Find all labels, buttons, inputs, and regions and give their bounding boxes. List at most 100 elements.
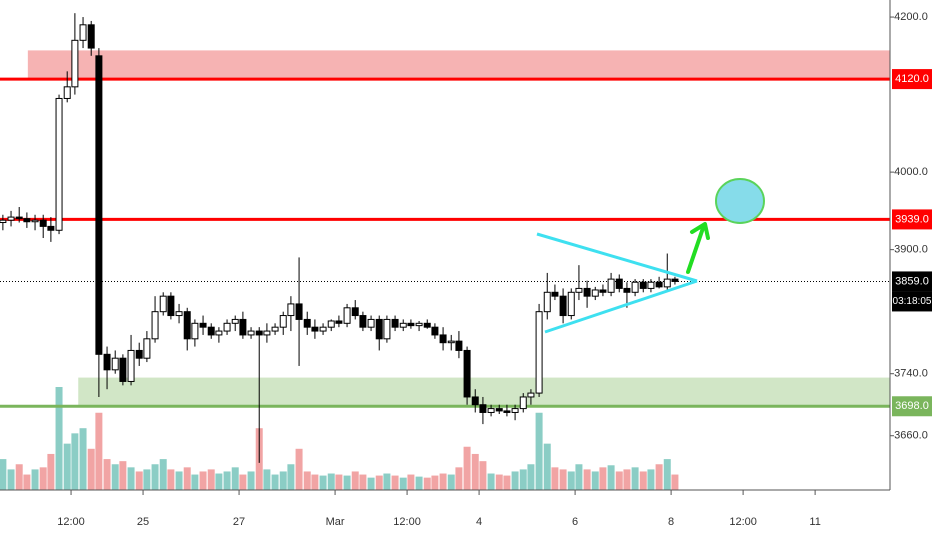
volume-bar — [455, 467, 463, 490]
candle-body — [591, 289, 599, 297]
price-level-box — [892, 396, 932, 417]
candle-body — [327, 320, 335, 328]
volume-bar — [327, 473, 335, 490]
candle-body — [575, 287, 583, 293]
candle-body — [583, 287, 591, 297]
volume-bar — [135, 471, 143, 490]
candle-body — [239, 318, 247, 336]
candle-body — [31, 219, 39, 223]
x-tick-label: 4 — [476, 516, 482, 528]
volume-bar — [359, 474, 367, 490]
candle-body — [287, 303, 295, 317]
candle-body — [55, 97, 63, 231]
volume-bar — [239, 474, 247, 490]
candle-body — [255, 330, 263, 336]
zone — [78, 377, 891, 407]
volume-bar — [599, 467, 607, 490]
candle-body — [519, 396, 527, 410]
price-level-box — [892, 69, 932, 90]
volume-bar — [591, 471, 599, 490]
y-tick-label: 4000.0 — [894, 166, 928, 178]
candle-body — [231, 318, 239, 324]
candle-body — [439, 334, 447, 344]
price-level-label: 4120.0 — [895, 73, 929, 85]
volume-bar — [303, 471, 311, 490]
volume-bar — [623, 469, 631, 490]
volume-bar — [7, 469, 15, 490]
target-ellipse — [715, 178, 765, 224]
volume-bar — [79, 428, 87, 490]
candle-body — [607, 278, 615, 293]
x-tick-label: 12:00 — [393, 516, 421, 528]
candle-body — [495, 408, 503, 412]
volume-bar — [271, 474, 279, 490]
volume-bar — [95, 412, 103, 490]
volume-bar — [159, 459, 167, 490]
candle-body — [359, 315, 367, 328]
y-tick-label: 3660.0 — [894, 430, 928, 442]
volume-bar — [295, 448, 303, 490]
candle-body — [71, 39, 79, 88]
candle-body — [39, 219, 47, 227]
candle-body — [383, 318, 391, 340]
volume-bar — [367, 477, 375, 490]
volume-bar — [663, 459, 671, 490]
volume-bar — [127, 467, 135, 490]
candle-body — [535, 311, 543, 394]
countdown: 03:18:05 — [893, 296, 932, 307]
volume-bar — [351, 471, 359, 490]
volume-bar — [375, 475, 383, 490]
price-level-box — [892, 209, 932, 230]
x-tick-label: 11 — [809, 516, 820, 528]
candle-body — [0, 219, 7, 224]
candle-body — [47, 225, 55, 231]
y-tick-label: 4200.0 — [894, 11, 928, 23]
volume-bar — [207, 469, 215, 490]
volume-bar — [423, 477, 431, 490]
volume-bar — [607, 465, 615, 490]
candle-body — [567, 291, 575, 317]
candle-body — [271, 326, 279, 332]
x-tick-label: 8 — [668, 516, 674, 528]
candle-body — [191, 322, 199, 340]
candle-body — [647, 281, 655, 289]
volume-bar — [15, 464, 23, 490]
x-tick-label: 12:00 — [729, 516, 757, 528]
candle-body — [527, 392, 535, 398]
candle-body — [615, 278, 623, 289]
x-tick-label: 27 — [233, 516, 245, 528]
candle-body — [367, 318, 375, 328]
volume-bar — [503, 475, 511, 490]
volume-bar — [199, 471, 207, 490]
candle-body — [119, 357, 127, 382]
volume-bar — [279, 471, 287, 490]
candle-body — [431, 326, 439, 336]
volume-bar — [87, 448, 95, 490]
y-tick-label: 3740.0 — [894, 368, 928, 380]
candle-body — [111, 357, 119, 371]
candle-body — [487, 408, 495, 413]
volume-bar — [407, 474, 415, 490]
candle-body — [559, 295, 567, 317]
candle-body — [375, 318, 383, 340]
volume-bar — [631, 467, 639, 490]
volume-bar — [335, 474, 343, 490]
candle-body — [543, 291, 551, 313]
candle-body — [183, 311, 191, 340]
volume-bar — [463, 446, 471, 490]
candle-body — [415, 322, 423, 327]
x-tick-label: 25 — [137, 516, 149, 528]
volume-bar — [487, 473, 495, 490]
volume-bar — [231, 467, 239, 490]
volume-bar — [415, 476, 423, 490]
volume-bar — [183, 467, 191, 490]
volume-bar — [615, 471, 623, 490]
candle-body — [631, 281, 639, 293]
candle-body — [303, 318, 311, 328]
volume-bar — [263, 469, 271, 490]
candle-body — [127, 349, 135, 382]
candle-body — [551, 291, 559, 297]
candle-body — [639, 281, 647, 289]
